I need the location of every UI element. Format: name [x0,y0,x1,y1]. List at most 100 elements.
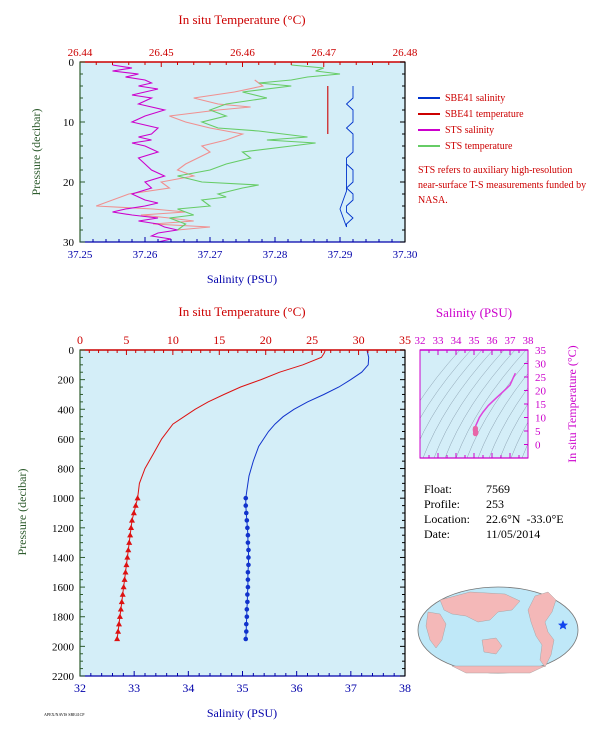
top-pressure-axis-tick-label: 20 [63,177,75,189]
profile-pressure-axis-tick-label: 2000 [52,641,75,653]
top-salinity-axis-tick-label: 37.29 [328,249,353,261]
legend-swatch-sts-salinity [418,129,440,131]
temperature-point [127,532,134,538]
salinity-point [245,540,251,545]
profile-salinity-axis-tick-label: 37 [345,681,357,695]
top-temperature-axis-tick-label: 26.46 [230,47,255,59]
salinity-point [244,614,250,620]
temperature-point [117,606,124,612]
profile-panel: 0 5 10 15 20 25 30 35 32 33 34 35 36 37 38 0 200 400 600 80… [15,304,411,720]
float-info: Float: 7569 Profile: 253 Location: 22.6°N -… [424,482,564,542]
profile-temperature-axis-title: In situ Temperature (°C) [178,304,305,319]
temperature-point [130,509,137,516]
profile-temperature-axis-tick-label: 5 [123,333,129,347]
top-legend: SBE41 salinity SBE41 temperature STS sal… [418,90,524,154]
date-row: Date: 11/05/2014 [424,527,564,542]
salinity-point [243,503,249,508]
temperature-point [118,598,125,605]
sbe41-salinity-series-line [339,86,354,228]
temperature-point [121,576,128,582]
top-salinity-axis-tick-label: 37.27 [198,249,223,261]
legend-label: STS temperature [445,140,513,152]
temperature-point [115,628,122,634]
salinity-point [245,584,251,590]
profile-pressure-axis-tick-label: 800 [58,464,75,476]
float-value: 7569 [486,482,510,496]
ts-salinity-axis-tick-label: 36 [487,335,499,347]
top-temperature-axis-tick-label: 26.48 [393,47,418,59]
density-contour [455,350,527,458]
profile-temperature-axis-tick-label: 10 [167,333,179,347]
temperature-point [129,517,135,523]
profile-pressure-axis-tick-label: 400 [58,404,75,416]
legend-item: SBE41 salinity [418,90,524,106]
temperature-point [124,554,131,560]
density-contour [477,373,528,458]
float-location-star-icon [558,620,568,630]
location-value: 22.6°N -33.0°E [486,512,564,526]
top-pressure-axis-tick-label: 30 [63,237,75,249]
profile-value: 253 [486,497,504,511]
ts-salinity-axis-tick-label: 34 [451,335,463,347]
profile-salinity-axis-tick-label: 34 [182,681,194,695]
profile-pressure-axis-tick-label: 600 [58,434,75,446]
profile-pressure-axis-tick-label: 2200 [52,671,75,683]
profile-salinity-axis-tick-label: 32 [74,681,86,695]
profile-axes: 0 5 10 15 20 25 30 35 32 33 34 35 36 37 38 0 200 400 600 80… [52,333,411,695]
salinity-point [243,495,249,501]
profile-salinity-axis-tick-label: 33 [128,681,140,695]
ts-series-group [472,372,517,437]
top-temperature-axis-title: In situ Temperature (°C) [178,12,305,27]
ts-temperature-axis-tick-label: 10 [535,413,547,425]
profile-temperature-axis-tick-label: 15 [213,333,225,347]
ts-temperature-axis-title: In situ Temperature (°C) [565,345,579,462]
temperature-point [132,502,139,508]
profile-temperature-axis-tick-label: 25 [306,333,318,347]
location-label: Location: [424,512,470,526]
salinity-point [245,592,250,597]
density-contour [433,350,505,458]
profile-pressure-axis-tick-label: 0 [69,345,75,357]
map-land-eurasia [439,591,521,623]
salinity-point [246,547,251,553]
top-temperature-axis-tick-label: 26.44 [68,47,93,59]
profile-salinity-axis-tick-label: 36 [291,681,303,695]
legend-swatch-sbe41-temperature [418,113,440,115]
profile-pressure-axis-tick-label: 1800 [52,612,75,624]
profile-pressure-axis-tick-label: 200 [58,375,75,387]
density-contour [420,350,483,440]
temperature-point [126,539,133,545]
density-contour [488,387,528,458]
ts-temperature-axis-tick-label: 20 [535,386,547,398]
profile-temperature-axis-tick-label: 30 [353,333,365,347]
profile-pressure-axis-tick-label: 1400 [52,552,75,564]
ts-salinity-axis-tick-label: 38 [523,335,535,347]
profile-series-group [114,350,370,642]
legend-label: SBE41 salinity [445,92,506,104]
ts-salinity-axis-tick-label: 32 [415,335,426,347]
map-land-africa [425,611,447,649]
ts-temperature-axis-tick-label: 5 [535,426,541,438]
top-panel: 26.44 26.45 26.46 26.47 26.48 37.25 37.26 37.27… [29,12,418,286]
profile-temperature-axis-tick-label: 20 [260,333,272,347]
legend-swatch-sbe41-salinity [418,97,440,99]
salinity-point [245,599,250,605]
top-axes: 26.44 26.45 26.46 26.47 26.48 37.25 37.26 37.27… [63,47,418,261]
secondary-trace-series-line [96,79,265,231]
salinity-point [246,562,251,568]
instrument-caption: APEX/NAVIS SBE41CP [44,712,85,717]
top-pressure-axis-tick-label: 10 [63,117,75,129]
ts-temperature-axis-tick-label: 25 [535,372,547,384]
ts-salinity-axis-tick-label: 33 [433,335,445,347]
profile-pressure-axis-tick-label: 1200 [52,523,75,535]
temperature-point [123,561,130,568]
density-contour [422,350,494,458]
profile-pressure-axis-tick-label: 1000 [52,493,75,505]
sts-salinity-series-line [112,64,178,243]
ts-temperature-axis-tick-label: 35 [535,345,547,357]
salinity-point [244,607,250,612]
salinity-point [246,555,251,560]
